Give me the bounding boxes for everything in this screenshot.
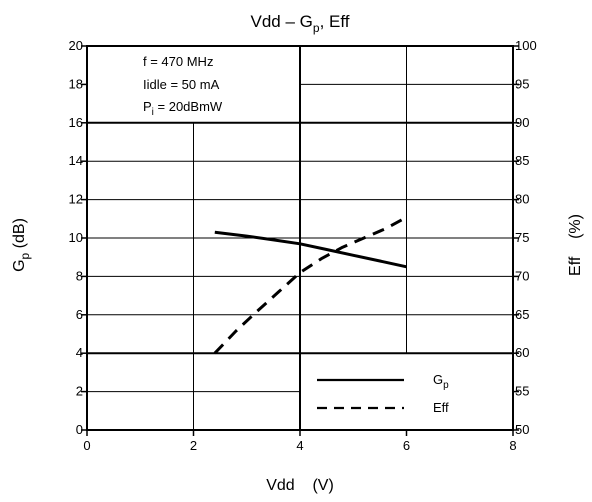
- legend-label-eff: Eff: [433, 400, 449, 415]
- y-tick-label: 2: [76, 384, 83, 399]
- y2-tick-label: 85: [515, 153, 529, 168]
- annotation-idle-current: Iidle = 50 mA: [143, 77, 220, 92]
- y-tick-label: 20: [69, 38, 83, 53]
- annotation-box: f = 470 MHz Iidle = 50 mA Pi = 20dBmW: [143, 54, 223, 118]
- gridlines: [87, 46, 513, 430]
- y-tick-label: 12: [69, 192, 83, 207]
- y2-tick-label: 90: [515, 115, 529, 130]
- x-axis-title: Vdd (V): [266, 477, 334, 494]
- series-line-gp: [214, 230, 407, 269]
- y-tick-label: 0: [76, 422, 83, 437]
- legend-label-gp: Gp: [433, 372, 449, 391]
- y2-tick-label: 75: [515, 230, 529, 245]
- y2-tick-label: 100: [515, 38, 537, 53]
- legend: Gp Eff: [317, 372, 449, 415]
- y-tick-label: 6: [76, 307, 83, 322]
- x-tick-label: 6: [403, 438, 410, 453]
- y-tick-label: 10: [69, 230, 83, 245]
- y2-tick-label: 65: [515, 307, 529, 322]
- y2-axis-title: Eff (%): [567, 214, 584, 276]
- x-tick-label: 0: [83, 438, 90, 453]
- y2-tick-label: 80: [515, 192, 529, 207]
- y2-tick-label: 95: [515, 76, 529, 91]
- y-tick-label: 14: [69, 153, 83, 168]
- x-tick-label: 4: [296, 438, 303, 453]
- y-tick-label: 18: [69, 76, 83, 91]
- chart-title: Vdd – Gp, Eff: [251, 12, 350, 35]
- y-tick-label: 16: [69, 115, 83, 130]
- plot-frame: [86, 45, 514, 431]
- y2-tick-label: 55: [515, 384, 529, 399]
- y2-tick-label: 60: [515, 345, 529, 360]
- annotation-frequency: f = 470 MHz: [143, 54, 213, 69]
- x-tick-label: 2: [190, 438, 197, 453]
- series-line-eff: [213, 215, 408, 355]
- x-tick-label: 8: [509, 438, 516, 453]
- axis-ticks: 0246810121416182050556065707580859095100…: [69, 38, 537, 453]
- y2-tick-label: 70: [515, 268, 529, 283]
- y-tick-label: 4: [76, 345, 83, 360]
- annotation-input-power: Pi = 20dBmW: [143, 99, 223, 118]
- y-axis-title: Gp (dB): [11, 218, 32, 272]
- y2-tick-label: 50: [515, 422, 529, 437]
- y-tick-label: 8: [76, 268, 83, 283]
- data-series: [213, 215, 408, 355]
